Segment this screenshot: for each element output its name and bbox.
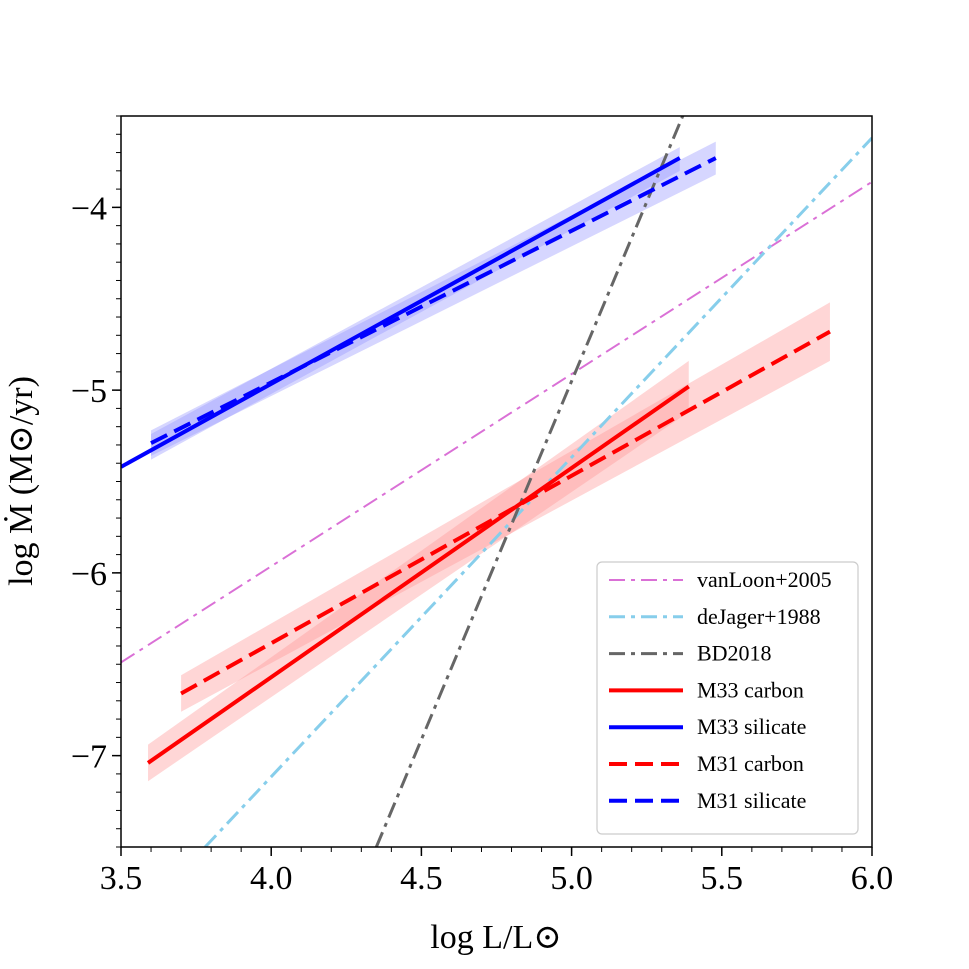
legend-label-vanloon-2005: vanLoon+2005 [697,567,832,592]
y-axis: −7 −6 −5 −4 [71,115,121,848]
bd2018-line [374,116,685,847]
y-tick-label: −6 [71,556,107,593]
m33-carbon-line [146,384,690,765]
legend-label-bd2018: BD2018 [697,641,772,666]
x-tick-label: 3.5 [100,860,143,897]
m31-silicate-line [150,156,717,445]
y-tick-label: −4 [71,190,107,227]
x-tick-label: 6.0 [851,860,894,897]
series-lines [121,116,872,847]
x-tick-label: 4.5 [400,860,443,897]
y-tick-label: −5 [71,373,107,410]
y-axis-label: log Ṁ (M⊙/yr) [3,376,40,586]
x-tick-label: 4.0 [250,860,293,897]
legend-label-m33-carbon: M33 carbon [697,677,804,702]
legend-label-dejager-1988: deJager+1988 [697,604,821,629]
m31-carbon-line [180,329,831,696]
legend-label-m31-silicate: M31 silicate [697,788,806,813]
x-axis: 3.5 4.0 4.5 5.0 5.5 6.0 [100,847,894,897]
x-axis-label: log L/L⊙ [430,919,561,956]
m31-carbon-band [181,302,830,712]
vanloon-2005-line [121,180,872,664]
m33-silicate-line [121,156,681,469]
m33-carbon-band [148,360,689,782]
x-tick-label: 5.0 [550,860,593,897]
x-tick-label: 5.5 [701,860,744,897]
y-tick-label: −7 [71,739,107,776]
legend-label-m33-silicate: M33 silicate [697,714,806,739]
legend: vanLoon+2005 deJager+1988 BD2018 M33 carbon… [596,561,859,835]
legend-label-m31-carbon: M31 carbon [697,751,804,776]
